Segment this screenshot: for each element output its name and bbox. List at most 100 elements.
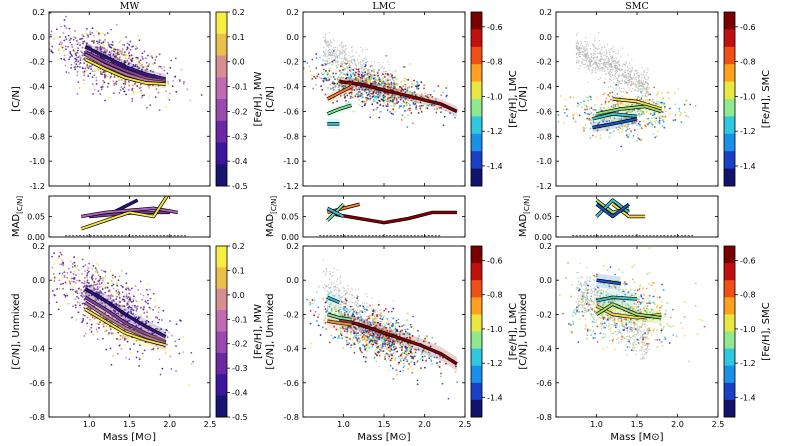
scatter-point-grey: [581, 53, 583, 55]
scatter-point: [599, 137, 602, 140]
scatter-point: [77, 56, 80, 59]
scatter-point-grey: [322, 55, 325, 57]
scatter-point-grey: [328, 43, 331, 45]
scatter-point-grey: [357, 64, 359, 66]
scatter-point: [300, 60, 302, 62]
ytick-label: -0.2: [29, 310, 45, 319]
scatter-point-grey: [355, 74, 357, 77]
scatter-point-grey: [627, 72, 629, 75]
scatter-point: [69, 271, 72, 273]
scatter-point: [433, 90, 435, 93]
scatter-point-grey: [338, 55, 340, 57]
scatter-point: [71, 46, 74, 49]
scatter-point: [614, 103, 617, 106]
scatter-point: [409, 63, 411, 65]
scatter-point: [582, 127, 585, 129]
scatter-point-grey: [337, 288, 340, 290]
scatter-point: [109, 270, 112, 273]
scatter-point: [70, 67, 73, 69]
scatter-point-grey: [622, 87, 625, 90]
scatter-point: [91, 289, 94, 292]
scatter-point: [178, 338, 181, 341]
scatter-point: [123, 82, 126, 85]
scatter-point: [586, 108, 588, 110]
scatter-point: [590, 123, 593, 126]
scatter-point: [144, 65, 146, 67]
scatter-point: [365, 78, 367, 81]
scatter-point-grey: [577, 43, 580, 45]
scatter-point-grey: [602, 62, 605, 64]
scatter-point-grey: [635, 80, 638, 82]
scatter-point: [679, 114, 682, 117]
scatter-point-grey: [369, 71, 371, 74]
scatter-point: [650, 117, 653, 120]
scatter-point: [104, 330, 107, 333]
scatter-point: [149, 307, 152, 310]
scatter-point-grey: [329, 289, 332, 292]
scatter-point: [637, 137, 640, 140]
scatter-point: [73, 256, 76, 259]
scatter-point: [55, 301, 58, 304]
scatter-point-grey: [627, 76, 630, 78]
scatter-point: [82, 40, 85, 43]
scatter-point: [592, 108, 594, 111]
scatter-point: [143, 312, 146, 314]
scatter-point: [604, 103, 607, 106]
scatter-point-grey: [630, 69, 632, 72]
scatter-point: [72, 277, 75, 280]
scatter-point: [334, 86, 337, 89]
scatter-point-grey: [329, 51, 331, 53]
scatter-point: [349, 76, 352, 79]
scatter-point: [130, 312, 133, 315]
scatter-point-grey: [380, 74, 383, 77]
scatter-point: [339, 83, 342, 85]
scatter-point: [96, 338, 99, 341]
scatter-point: [119, 314, 121, 317]
colorbar-tick-label: -1.0: [740, 92, 756, 101]
scatter-point: [130, 60, 133, 62]
scatter-point-grey: [359, 78, 362, 80]
ytick-label: 0.00: [534, 233, 552, 242]
scatter-point-grey: [646, 89, 648, 91]
scatter-point: [149, 325, 152, 328]
scatter-point-grey: [584, 36, 587, 39]
scatter-point-grey: [351, 45, 353, 48]
scatter-point: [337, 86, 340, 89]
scatter-point: [52, 273, 54, 275]
scatter-point-grey: [373, 61, 376, 63]
scatter-point: [329, 83, 332, 86]
scatter-point: [415, 87, 418, 90]
scatter-point-grey: [354, 63, 356, 66]
scatter-point: [116, 283, 118, 286]
scatter-point-grey: [601, 68, 604, 70]
scatter-point-grey: [611, 57, 613, 60]
scatter-point: [116, 284, 119, 287]
scatter-point: [94, 270, 97, 273]
scatter-point-grey: [619, 83, 621, 85]
scatter-point: [360, 66, 363, 69]
scatter-point: [364, 64, 367, 66]
plot-area: [572, 198, 694, 237]
scatter-point: [137, 288, 140, 291]
series-line: [84, 45, 166, 81]
scatter-point: [90, 285, 93, 288]
scatter-point-grey: [627, 54, 629, 56]
scatter-point: [392, 99, 394, 102]
scatter-point-grey: [581, 61, 584, 63]
scatter-point: [180, 68, 183, 71]
scatter-point: [73, 36, 76, 39]
scatter-point-grey: [593, 49, 595, 51]
scatter-point: [55, 243, 57, 245]
scatter-point: [126, 46, 129, 49]
scatter-point: [332, 81, 335, 84]
scatter-point: [368, 91, 371, 94]
scatter-point-grey: [365, 293, 367, 295]
scatter-point: [577, 102, 579, 105]
scatter-point: [319, 56, 321, 59]
scatter-point-grey: [643, 70, 645, 72]
scatter-point-grey: [615, 64, 617, 66]
scatter-point-grey: [608, 74, 611, 76]
scatter-point-grey: [588, 56, 590, 59]
scatter-point-grey: [356, 59, 359, 61]
scatter-point: [90, 68, 93, 70]
